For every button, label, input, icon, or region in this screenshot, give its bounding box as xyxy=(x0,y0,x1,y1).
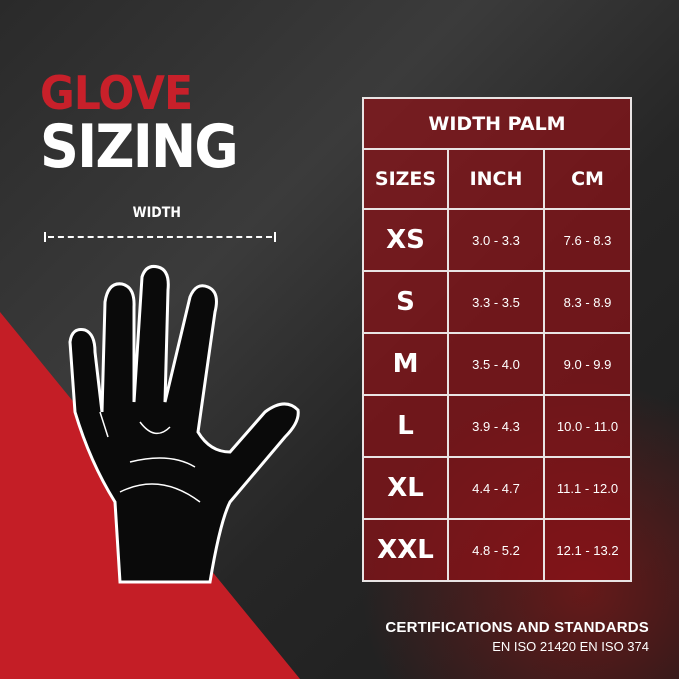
inch-cell: 3.5 - 4.0 xyxy=(447,332,545,396)
inch-cell: 4.8 - 5.2 xyxy=(447,518,545,582)
width-measure-line xyxy=(44,232,276,242)
width-label: WIDTH xyxy=(132,205,181,221)
column-header-inch: INCH xyxy=(447,148,545,210)
cm-cell: 10.0 - 11.0 xyxy=(543,394,632,458)
title-glove: GLOVE xyxy=(40,66,193,120)
size-cell: XL xyxy=(362,456,449,520)
table-row: M 3.5 - 4.0 9.0 - 9.9 xyxy=(362,332,632,396)
inch-cell: 4.4 - 4.7 xyxy=(447,456,545,520)
hand-icon xyxy=(68,265,300,584)
certifications: CERTIFICATIONS AND STANDARDS EN ISO 2142… xyxy=(385,619,649,654)
table-row: XS 3.0 - 3.3 7.6 - 8.3 xyxy=(362,208,632,272)
size-cell: S xyxy=(362,270,449,334)
table-row: XXL 4.8 - 5.2 12.1 - 13.2 xyxy=(362,518,632,582)
cm-cell: 9.0 - 9.9 xyxy=(543,332,632,396)
table-row: S 3.3 - 3.5 8.3 - 8.9 xyxy=(362,270,632,334)
cm-cell: 7.6 - 8.3 xyxy=(543,208,632,272)
cm-cell: 11.1 - 12.0 xyxy=(543,456,632,520)
cm-cell: 12.1 - 13.2 xyxy=(543,518,632,582)
size-cell: M xyxy=(362,332,449,396)
cm-cell: 8.3 - 8.9 xyxy=(543,270,632,334)
inch-cell: 3.0 - 3.3 xyxy=(447,208,545,272)
title-sizing: SIZING xyxy=(40,112,239,182)
table-header: WIDTH PALM xyxy=(362,97,632,150)
inch-cell: 3.3 - 3.5 xyxy=(447,270,545,334)
table-row: XL 4.4 - 4.7 11.1 - 12.0 xyxy=(362,456,632,520)
column-header-cm: CM xyxy=(543,148,632,210)
certifications-standards: EN ISO 21420 EN ISO 374 xyxy=(492,639,649,654)
size-cell: L xyxy=(362,394,449,458)
inch-cell: 3.9 - 4.3 xyxy=(447,394,545,458)
column-header-sizes: SIZES xyxy=(362,148,449,210)
size-cell: XXL xyxy=(362,518,449,582)
certifications-heading: CERTIFICATIONS AND STANDARDS xyxy=(385,619,649,636)
size-chart-table: WIDTH PALM SIZES INCH CM XS 3.0 - 3.3 7.6 … xyxy=(362,97,632,582)
table-row: L 3.9 - 4.3 10.0 - 11.0 xyxy=(362,394,632,458)
size-cell: XS xyxy=(362,208,449,272)
